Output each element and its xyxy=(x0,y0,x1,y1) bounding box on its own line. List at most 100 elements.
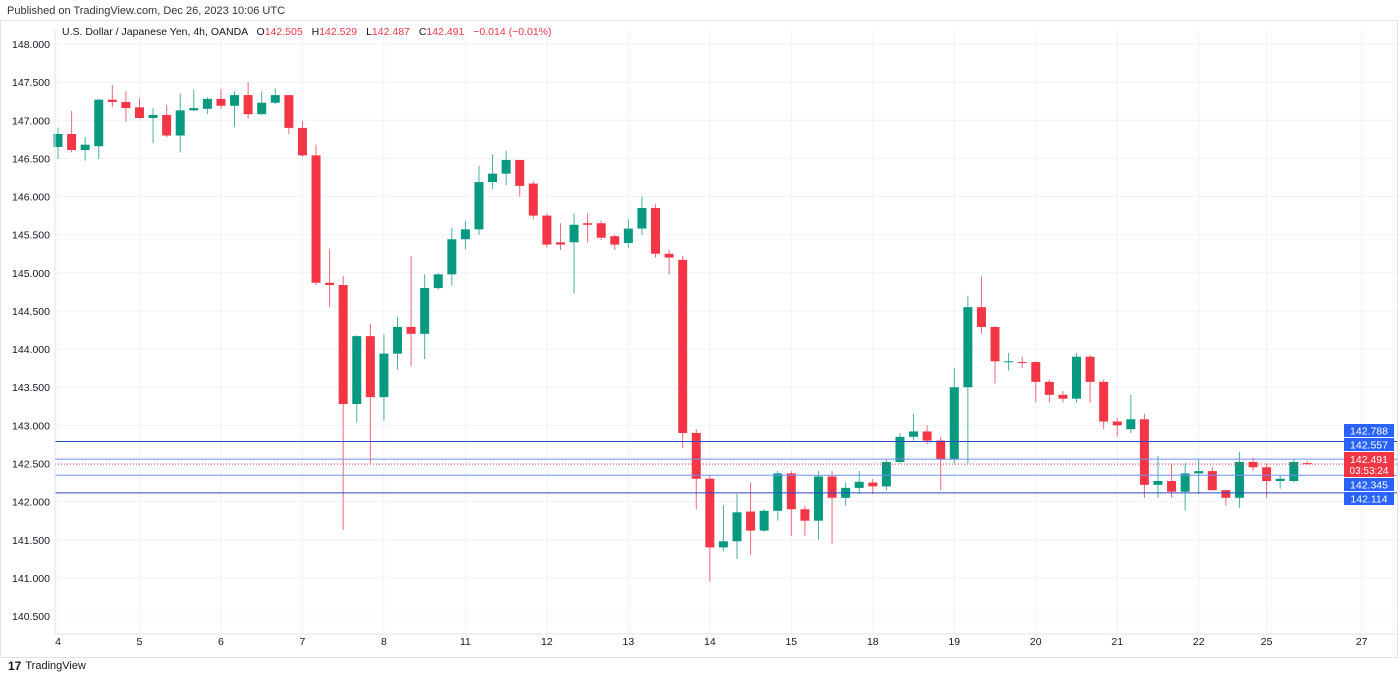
candle-bullish xyxy=(420,274,430,359)
candle-bullish xyxy=(94,98,104,160)
candle-body xyxy=(202,98,212,109)
candle-bearish xyxy=(107,85,117,108)
candle-body xyxy=(583,223,593,225)
footer: 17 TradingView xyxy=(8,659,86,673)
price-level-label: 142.788 xyxy=(1350,426,1388,438)
candle-bullish xyxy=(379,334,389,421)
candle-bearish xyxy=(1031,361,1041,403)
candle-body xyxy=(1153,481,1163,485)
price-level-badge xyxy=(1344,478,1394,491)
candle-bullish xyxy=(230,91,240,128)
candle-body xyxy=(189,108,199,111)
candle-bullish xyxy=(895,432,905,464)
candle-bearish xyxy=(1017,356,1027,369)
candle-bearish xyxy=(1248,457,1258,472)
candle-body xyxy=(664,253,674,258)
candle-body xyxy=(990,326,1000,362)
candle-bearish xyxy=(868,478,878,494)
candle-body xyxy=(365,336,375,398)
candle-bullish xyxy=(813,471,823,540)
candle-bearish xyxy=(1207,467,1217,491)
price-level-label: 142.557 xyxy=(1350,440,1388,452)
candle-bearish xyxy=(134,98,144,119)
candle-body xyxy=(311,155,321,283)
candle-body xyxy=(746,511,756,531)
candle-body xyxy=(1139,419,1149,485)
candle-bullish xyxy=(854,471,864,494)
candle-bullish xyxy=(148,108,158,144)
candle-body xyxy=(813,476,823,521)
price-tick-label: 140.500 xyxy=(12,611,50,623)
candle-bearish xyxy=(121,91,131,122)
candle-body xyxy=(1302,463,1312,465)
time-tick-label: 25 xyxy=(1261,636,1273,648)
candle-bullish xyxy=(732,493,742,559)
price-level-label: 142.345 xyxy=(1350,480,1388,492)
candle-body xyxy=(175,110,185,136)
candle-body xyxy=(1167,481,1177,492)
candle-body xyxy=(569,224,579,243)
grid xyxy=(55,30,1397,634)
candle-bearish xyxy=(990,326,1000,384)
candle-bullish xyxy=(393,317,402,370)
candle-body xyxy=(393,326,402,354)
candle-body xyxy=(678,259,688,433)
candle-bullish xyxy=(1194,459,1204,494)
published-note: Published on TradingView.com, Dec 26, 20… xyxy=(7,5,286,17)
candle-bearish xyxy=(1302,461,1312,465)
price-tick-label: 147.500 xyxy=(12,77,50,89)
candle-bearish xyxy=(1139,413,1149,498)
candle-body xyxy=(1126,419,1136,430)
candle-body xyxy=(1289,461,1299,482)
candle-bearish xyxy=(311,144,321,286)
candle-bullish xyxy=(80,137,90,161)
price-tick-label: 144.500 xyxy=(12,306,50,318)
candle-bearish xyxy=(297,121,307,157)
candle-bearish xyxy=(1167,463,1177,498)
current-price-badge xyxy=(1344,452,1394,477)
candle-bearish xyxy=(976,276,986,334)
candle-body xyxy=(963,307,973,388)
candle-body xyxy=(1004,361,1014,363)
candle-bullish xyxy=(460,220,470,250)
candle-bullish xyxy=(1126,394,1136,433)
candle-bullish xyxy=(1234,452,1244,508)
candle-bearish xyxy=(1058,391,1068,403)
candle-body xyxy=(1085,356,1095,382)
candle-body xyxy=(596,223,606,238)
candle-bearish xyxy=(691,429,701,510)
candle-body xyxy=(1058,394,1068,399)
candle-bullish xyxy=(175,93,185,153)
price-tick-label: 142.000 xyxy=(12,497,50,509)
candle-body xyxy=(1099,381,1109,422)
candle-body xyxy=(67,133,77,151)
candle-bearish xyxy=(67,111,77,153)
price-tick-label: 148.000 xyxy=(12,39,50,51)
candle-body xyxy=(420,288,430,334)
candle-body xyxy=(1180,473,1190,492)
candle-bullish xyxy=(189,89,199,112)
candle-body xyxy=(433,274,443,289)
high-value: 142.529 xyxy=(319,26,358,38)
time-tick-label: 4 xyxy=(55,636,61,648)
candle-body xyxy=(515,159,525,186)
candle-body xyxy=(732,512,742,542)
candle-body xyxy=(1262,467,1272,482)
candle-bearish xyxy=(365,323,375,464)
candle-bearish xyxy=(162,105,172,138)
time-tick-label: 27 xyxy=(1356,636,1368,648)
candle-body xyxy=(691,432,701,479)
candle-bullish xyxy=(257,91,267,115)
candle-body xyxy=(94,99,104,147)
candle-body xyxy=(406,326,416,334)
candle-body xyxy=(1017,362,1027,364)
candle-body xyxy=(1044,381,1054,395)
candle-bearish xyxy=(1099,379,1109,430)
candle-body xyxy=(284,95,294,128)
candle-body xyxy=(379,353,389,398)
price-tick-label: 145.000 xyxy=(12,268,50,280)
candle-body xyxy=(1072,356,1081,399)
candle-body xyxy=(121,101,131,109)
time-tick-label: 19 xyxy=(948,636,960,648)
